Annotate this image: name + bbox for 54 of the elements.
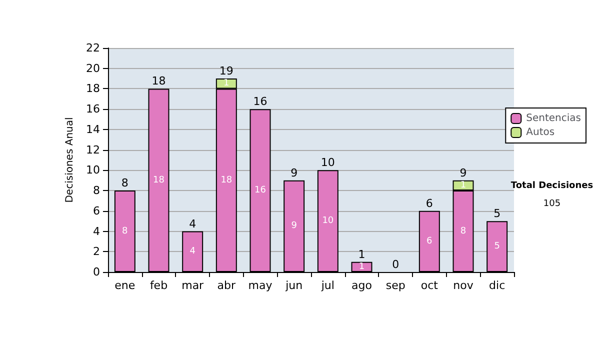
data-label: 16 xyxy=(254,186,266,196)
legend-label: Sentencias xyxy=(526,113,582,124)
y-tick-label: 4 xyxy=(93,224,100,238)
data-label: 8 xyxy=(460,226,466,236)
data-label: 4 xyxy=(190,246,196,257)
data-label: 9 xyxy=(291,221,298,232)
y-tick-label: 2 xyxy=(93,245,100,258)
y-tick-label: 12 xyxy=(86,143,100,156)
total-label: 9 xyxy=(290,166,298,180)
annotation: Total Decisiones xyxy=(510,181,594,191)
x-tick-label: ene xyxy=(114,279,136,292)
data-label: 8 xyxy=(122,226,128,236)
y-tick-label: 20 xyxy=(86,62,100,75)
x-tick-label: jun xyxy=(284,279,303,292)
y-tick-label: 6 xyxy=(93,204,100,218)
y-tick-label: 16 xyxy=(86,102,100,116)
data-label: 1 xyxy=(224,78,230,89)
data-label: 18 xyxy=(153,175,165,186)
data-label: 10 xyxy=(322,216,334,226)
data-label: 5 xyxy=(494,242,500,252)
x-tick-label: oct xyxy=(420,279,439,292)
y-tick-label: 0 xyxy=(93,266,100,278)
total-label: 10 xyxy=(320,156,335,170)
data-label: 1 xyxy=(358,262,365,272)
x-tick-label: feb xyxy=(150,279,168,292)
total-label: 5 xyxy=(494,207,501,220)
data-label: 18 xyxy=(220,175,232,186)
y-tick-label: 18 xyxy=(86,82,100,96)
x-tick-label: dic xyxy=(489,279,506,292)
x-tick-label: jul xyxy=(320,279,334,292)
x-tick-label: nov xyxy=(453,279,474,292)
legend-label: Autos xyxy=(526,127,555,138)
total-label: 6 xyxy=(426,196,433,210)
x-tick-label: sep xyxy=(386,279,406,292)
x-tick-label: may xyxy=(248,279,273,292)
text: 105 xyxy=(543,199,561,209)
y-tick-label: 22 xyxy=(86,42,100,54)
total-label: 0 xyxy=(392,258,400,271)
total-label: 4 xyxy=(189,217,196,230)
y-tick-label: 8 xyxy=(93,184,100,198)
x-tick-label: mar xyxy=(182,279,204,292)
y-tick-label: 10 xyxy=(86,164,100,177)
total-label: 1 xyxy=(358,248,366,261)
total-label: 9 xyxy=(460,166,467,180)
x-tick-label: ago xyxy=(352,279,372,292)
data-label: 1 xyxy=(460,180,466,190)
total-label: 8 xyxy=(121,176,128,190)
total-label: 19 xyxy=(219,64,234,78)
data-label: 6 xyxy=(426,236,433,246)
x-tick-label: abr xyxy=(217,279,236,292)
y-tick-label: 14 xyxy=(86,122,100,136)
y-axis-title: Decisiones Anual xyxy=(64,117,76,203)
total-label: 16 xyxy=(253,95,268,108)
total-label: 18 xyxy=(152,74,166,88)
